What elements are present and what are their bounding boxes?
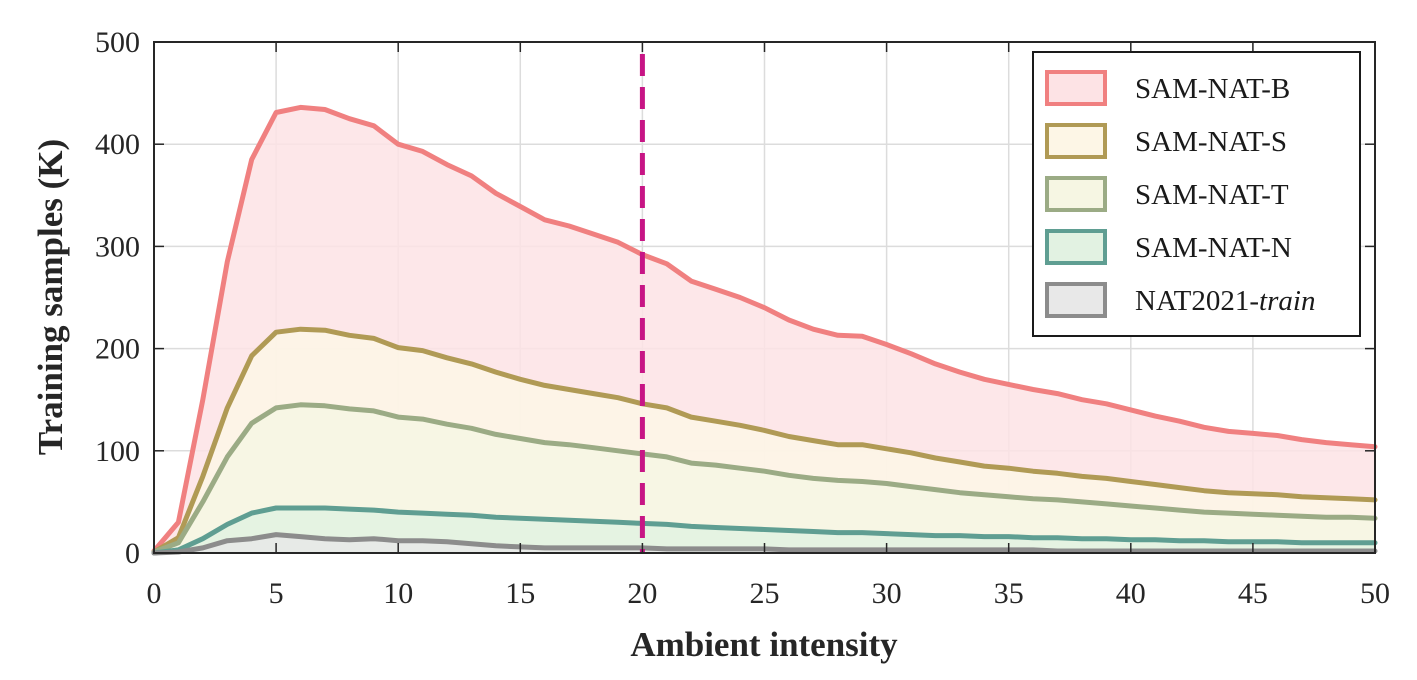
nat2021-train-area [154,534,1375,553]
x-tick-label: 40 [1116,577,1146,610]
legend-swatch-sam-nat-s [1045,123,1107,159]
x-tick-label: 50 [1360,577,1390,610]
legend-label-sam-nat-t: SAM-NAT-T [1135,179,1289,211]
x-tick-label: 35 [994,577,1024,610]
x-tick-label: 30 [872,577,902,610]
legend-label-sam-nat-n: SAM-NAT-N [1135,232,1292,264]
legend-swatch-sam-nat-n [1045,229,1107,265]
y-tick-label: 100 [95,435,140,468]
sam-nat-n-line [151,505,1378,556]
y-tick-label: 500 [95,26,140,59]
x-tick-label: 0 [147,577,162,610]
x-tick-label: 20 [627,577,657,610]
legend-swatch-sam-nat-b [1045,70,1107,106]
x-axis-title: Ambient intensity [630,625,898,664]
y-axis-title: Training samples (K) [31,139,70,455]
x-tick-label: 15 [505,577,535,610]
y-tick-label: 300 [95,230,140,263]
legend-swatch-sam-nat-t [1045,176,1107,212]
x-tick-label: 10 [383,577,413,610]
legend: SAM-NAT-B SAM-NAT-S SAM-NAT-T SAM-NAT-N NAT2… [1032,51,1361,337]
legend-label-nat2021-train: NAT2021-train [1135,285,1315,317]
legend-swatch-nat2021-train [1045,282,1107,318]
x-tick-label: 5 [269,577,284,610]
legend-label-sam-nat-b: SAM-NAT-B [1135,73,1290,105]
sam-nat-t-line [151,402,1378,555]
legend-label-sam-nat-s: SAM-NAT-S [1135,126,1287,158]
sam-nat-s-line [151,326,1378,555]
y-tick-label: 0 [125,537,140,570]
x-tick-label: 25 [750,577,780,610]
y-tick-label: 400 [95,128,140,161]
x-tick-label: 45 [1238,577,1268,610]
y-tick-label: 200 [95,333,140,366]
sam-nat-b-line [151,104,1378,554]
